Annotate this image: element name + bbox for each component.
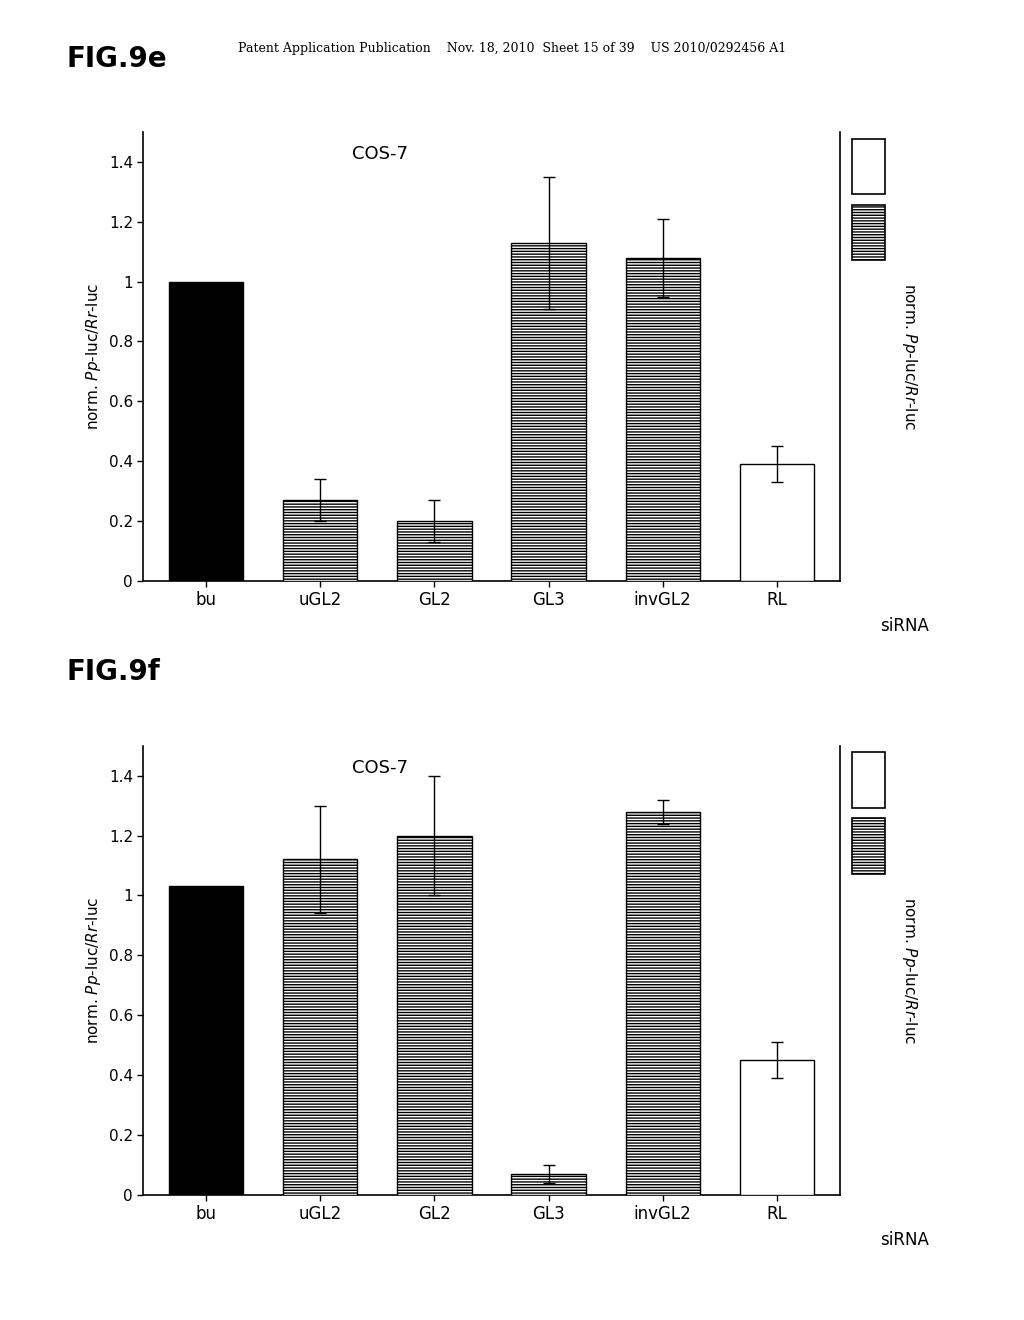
Y-axis label: norm. $\it{Pp}$-luc/$\it{Rr}$-luc: norm. $\it{Pp}$-luc/$\it{Rr}$-luc (84, 896, 103, 1044)
Bar (169, 887, 244, 1195)
Bar (512, 243, 586, 581)
Bar (512, 1173, 586, 1195)
Bar (626, 812, 699, 1195)
Bar (397, 521, 471, 581)
Bar (739, 465, 814, 581)
Bar (626, 257, 699, 581)
Bar (284, 500, 357, 581)
Text: FIG.9f: FIG.9f (67, 659, 161, 686)
Text: Patent Application Publication    Nov. 18, 2010  Sheet 15 of 39    US 2010/02924: Patent Application Publication Nov. 18, … (238, 42, 786, 55)
Text: siRNA: siRNA (880, 616, 929, 635)
Text: siRNA: siRNA (880, 1230, 929, 1249)
Text: COS-7: COS-7 (352, 759, 409, 777)
Text: FIG.9e: FIG.9e (67, 45, 167, 73)
Bar (739, 1060, 814, 1195)
Y-axis label: norm. $\it{Pp}$-luc/$\it{Rr}$-luc: norm. $\it{Pp}$-luc/$\it{Rr}$-luc (84, 282, 103, 430)
Bar (284, 859, 357, 1195)
Bar (397, 836, 471, 1195)
Text: COS-7: COS-7 (352, 145, 409, 164)
Text: norm. $\it{Pp}$-luc/$\it{Rr}$-luc: norm. $\it{Pp}$-luc/$\it{Rr}$-luc (900, 282, 919, 430)
Text: norm. $\it{Pp}$-luc/$\it{Rr}$-luc: norm. $\it{Pp}$-luc/$\it{Rr}$-luc (900, 896, 919, 1044)
Bar (169, 281, 244, 581)
